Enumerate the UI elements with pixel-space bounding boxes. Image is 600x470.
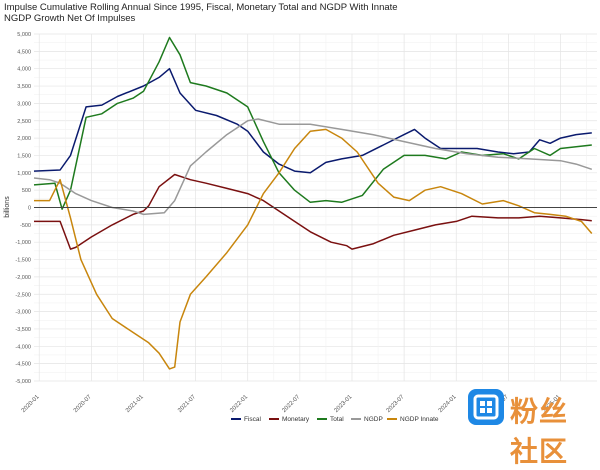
y-tick-label: 4,500 [17,49,31,55]
x-tick-label: 2022-01 [229,394,249,414]
y-tick-label: 2,500 [17,119,31,125]
y-axis-ticks: 5,000 4,500 4,000 3,500 3,000 2,500 2,000 1,500… [15,32,31,385]
y-tick-label: -3,500 [15,327,31,333]
y-tick-label: 5,000 [17,32,31,38]
y-tick-label: -1,500 [15,258,31,264]
legend-label: NGDP [364,416,383,423]
legend-label: Fiscal [244,416,262,423]
y-tick-label: -2,000 [15,275,31,281]
y-tick-label: 3,000 [17,101,31,107]
y-tick-label: 4,000 [17,67,31,73]
series-line-monetary [34,173,592,250]
logo-icon [468,389,504,425]
y-tick-label: 2,000 [17,136,31,142]
y-tick-label: -4,500 [15,362,31,368]
x-tick-label: 2020-07 [73,394,93,414]
y-tick-label: 0 [28,206,31,212]
y-tick-label: -4,000 [15,344,31,350]
y-tick-label: -500 [20,223,31,229]
x-tick-label: 2023-01 [334,394,354,414]
line-chart: 5,000 4,500 4,000 3,500 3,000 2,500 2,000 1,500… [4,32,597,423]
y-tick-label: 1,000 [17,171,31,177]
y-tick-label: -3,000 [15,310,31,316]
watermark-text: 粉丝社区 [510,395,569,468]
series-lines [33,36,593,370]
x-tick-label: 2021-01 [125,394,145,414]
chart-title: Impulse Cumulative Rolling Annual Since … [4,2,398,24]
legend-label: Monetary [282,416,310,423]
legend: Fiscal Monetary Total NGDP NGDP Innate [231,416,439,423]
legend-label: Total [330,416,344,423]
series-line-fiscal [33,67,592,174]
series-line-ngdp-innate [34,128,593,370]
x-tick-label: 2023-07 [386,394,406,414]
series-line-total [33,36,592,210]
y-tick-label: 1,500 [17,153,31,159]
y-tick-label: -5,000 [15,379,31,385]
y-tick-label: 3,500 [17,84,31,90]
x-tick-label: 2022-07 [281,394,301,414]
y-tick-label: -2,500 [15,292,31,298]
legend-label: NGDP Innate [400,416,439,423]
x-tick-label: 2020-01 [21,394,41,414]
x-tick-label: 2021-07 [177,394,197,414]
y-axis-label: billions [4,196,11,218]
y-tick-label: 500 [22,188,31,194]
series-line-ngdp [33,118,593,216]
y-tick-label: -1,000 [15,240,31,246]
x-tick-label: 2024-01 [438,394,458,414]
watermark-logo: 粉丝社区 [468,387,596,468]
